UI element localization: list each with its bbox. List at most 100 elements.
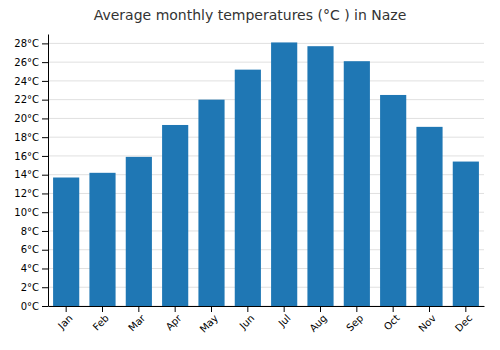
y-tick: 6°C [21,244,48,255]
x-tick-mark [66,306,67,312]
x-tick-mark [429,306,430,312]
x-axis: Jan Feb Mar Apr May Jun Jul Aug Sep Oct Nov Dec [49,306,485,335]
x-tick: Feb [91,306,111,333]
x-tick-label: Apr [164,312,185,333]
x-tick: Jan [55,306,74,332]
bar [235,70,261,306]
bar [380,95,406,306]
grid-line [48,80,484,81]
x-tick-mark [102,306,103,312]
x-tick-mark [393,306,394,312]
y-tick-mark [42,268,48,269]
y-tick-mark [42,118,48,119]
bar [307,46,333,306]
y-tick: 26°C [14,57,48,68]
x-tick: Mar [126,306,148,333]
y-tick-mark [42,193,48,194]
x-tick-label: Jul [276,312,293,329]
x-tick-mark [465,306,466,312]
y-tick-label: 16°C [14,151,39,162]
y-tick-label: 22°C [14,94,39,105]
x-tick: May [198,306,220,335]
x-tick-mark [138,306,139,312]
x-tick-mark [284,306,285,312]
y-tick-mark [42,137,48,138]
y-tick-mark [42,81,48,82]
x-tick-mark [175,306,176,312]
y-tick-label: 24°C [14,76,39,87]
bars [53,42,479,306]
y-tick-label: 2°C [21,282,39,293]
y-axis-line [48,35,49,307]
y-tick: 8°C [21,226,48,237]
y-tick-mark [42,212,48,213]
x-tick-label: Mar [126,312,148,334]
chart-title: Average monthly temperatures (°C ) in Na… [94,7,407,23]
x-tick: Apr [164,306,185,332]
y-tick: 28°C [14,38,48,49]
bar [344,61,370,306]
grid-line [48,99,484,100]
plot-area: 0°C 2°C 4°C 6°C 8°C 10°C 12°C 14°C 16°C 18°C 20°C 2… [14,35,484,335]
y-tick-label: 4°C [21,263,39,274]
y-tick-label: 6°C [21,244,39,255]
y-tick-mark [42,43,48,44]
x-tick-label: Jun [237,312,257,332]
x-tick-mark [211,306,212,312]
x-tick: Sep [344,306,365,333]
y-tick: 24°C [14,76,48,87]
bar [162,125,188,306]
x-tick-label: Feb [91,312,111,332]
y-tick: 16°C [14,151,48,162]
grid-line [48,62,484,63]
chart-svg: 0°C 2°C 4°C 6°C 8°C 10°C 12°C 14°C 16°C 18°C 20°C 2… [0,0,500,350]
y-tick-mark [42,306,48,307]
y-tick: 10°C [14,207,48,218]
x-tick-label: Dec [453,312,474,333]
y-tick-label: 14°C [14,169,39,180]
y-tick-mark [42,156,48,157]
y-tick: 22°C [14,94,48,105]
y-tick: 12°C [14,188,48,199]
x-tick-label: Jan [55,312,74,331]
y-tick-mark [42,175,48,176]
x-tick-label: May [198,312,220,334]
x-tick-label: Nov [416,312,438,334]
x-tick-mark [356,306,357,312]
bar [198,100,224,306]
x-tick-label: Oct [382,312,402,332]
grid [48,43,484,306]
grid-line [48,43,484,44]
bar [126,157,152,306]
y-tick-mark [42,287,48,288]
y-tick: 20°C [14,113,48,124]
grid-line [48,118,484,119]
x-axis-line [49,306,485,307]
y-tick-label: 26°C [14,57,39,68]
x-tick: Oct [382,306,402,332]
y-tick-label: 28°C [14,38,39,49]
x-tick-mark [320,306,321,312]
y-tick: 14°C [14,169,48,180]
y-tick: 18°C [14,132,48,143]
y-tick-label: 10°C [14,207,39,218]
y-tick: 2°C [21,282,48,293]
x-tick-label: Aug [307,312,329,334]
x-tick: Jun [237,306,257,332]
bar [89,173,115,306]
y-tick-mark [42,100,48,101]
y-tick: 0°C [21,301,48,312]
bar [453,162,479,306]
y-tick-label: 0°C [21,301,39,312]
y-tick-label: 12°C [14,188,39,199]
y-axis: 0°C 2°C 4°C 6°C 8°C 10°C 12°C 14°C 16°C 18°C 20°C 2… [14,35,48,312]
x-tick: Jul [276,306,293,329]
x-tick-label: Sep [344,312,365,333]
x-tick: Aug [307,306,329,334]
y-tick: 4°C [21,263,48,274]
y-tick-label: 18°C [14,132,39,143]
bar [416,127,442,306]
x-tick: Nov [416,306,438,334]
y-tick-label: 20°C [14,113,39,124]
x-tick-mark [247,306,248,312]
